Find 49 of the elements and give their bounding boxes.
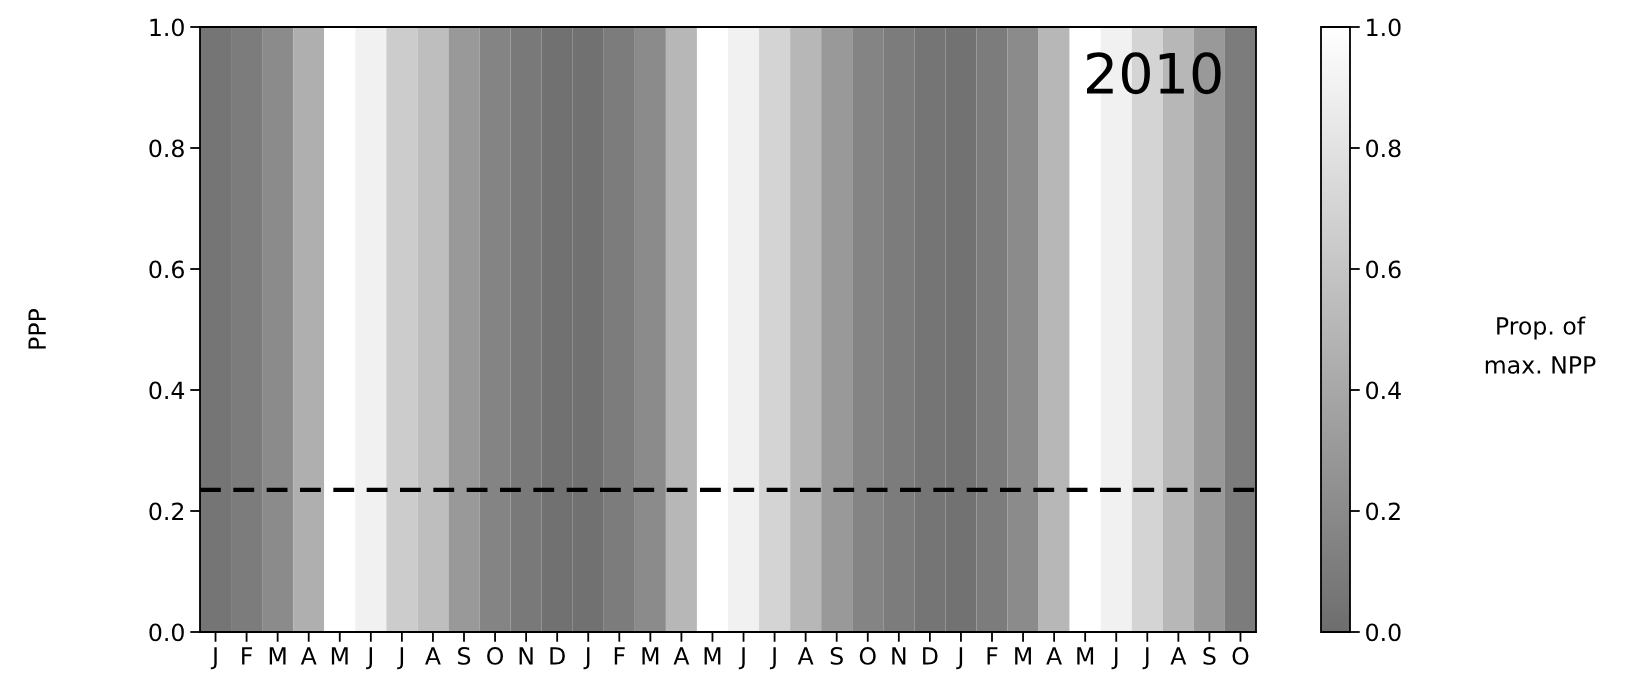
y-tick-label: 0.2: [149, 502, 184, 521]
color-bar-label: 1.0: [1367, 18, 1401, 37]
x-tick-label: M: [704, 647, 721, 665]
x-tick-label: J: [1111, 647, 1118, 670]
x-tick-label: S: [1203, 647, 1216, 665]
y-tick-label: 0.0: [149, 623, 184, 642]
x-tick-label: J: [956, 647, 963, 670]
annotation: 2010: [1087, 52, 1221, 95]
color-bar-label: 0.4: [1366, 381, 1401, 400]
x-tick-label: F: [614, 647, 625, 665]
y-tick-label: 0.6: [149, 260, 184, 279]
x-tick-label: N: [892, 647, 906, 665]
x-tick-label: A: [673, 647, 690, 665]
color-bar-title: Prop. of max. NPP: [1485, 316, 1596, 374]
x-tick-label: O: [859, 647, 876, 665]
x-tick-label: J: [366, 647, 372, 670]
x-tick-label: F: [987, 647, 998, 665]
x-tick-label: M: [1015, 647, 1031, 665]
x-tick-label: J: [738, 647, 745, 670]
x-tick-label: S: [458, 647, 471, 665]
x-tick-label: J: [1142, 647, 1149, 670]
x-tick-label: D: [550, 647, 565, 665]
x-tick-label: J: [210, 647, 217, 670]
color-bar-label: 0.6: [1366, 260, 1401, 279]
x-tick-label: A: [797, 647, 814, 665]
color-bar-label: 0.8: [1366, 139, 1401, 158]
x-tick-label: M: [642, 647, 659, 665]
x-tick-label: A: [425, 647, 441, 665]
x-tick-label: J: [769, 647, 776, 670]
x-tick-label: S: [830, 647, 843, 665]
x-tick-label: M: [331, 647, 348, 665]
color-bar-label: 0.2: [1366, 502, 1400, 521]
x-tick-label: N: [519, 647, 533, 665]
x-tick-label: J: [397, 647, 404, 670]
y-tick-label: 1.0: [150, 18, 184, 37]
x-tick-label: A: [1046, 647, 1062, 665]
x-tick-label: A: [1170, 647, 1187, 665]
y-axis-title: PPP: [28, 308, 46, 349]
color-bar-label: 0.0: [1366, 623, 1401, 642]
y-tick-label: 0.4: [149, 381, 185, 400]
x-tick-label: F: [242, 647, 253, 665]
x-tick-label: M: [269, 647, 286, 665]
x-tick-label: O: [487, 647, 504, 665]
x-tick-label: O: [1232, 647, 1249, 665]
x-tick-label: M: [1077, 647, 1094, 665]
x-tick-label: D: [923, 647, 938, 665]
x-tick-label: J: [583, 647, 590, 670]
y-tick-label: 0.8: [149, 139, 184, 158]
x-tick-label: A: [300, 647, 317, 665]
